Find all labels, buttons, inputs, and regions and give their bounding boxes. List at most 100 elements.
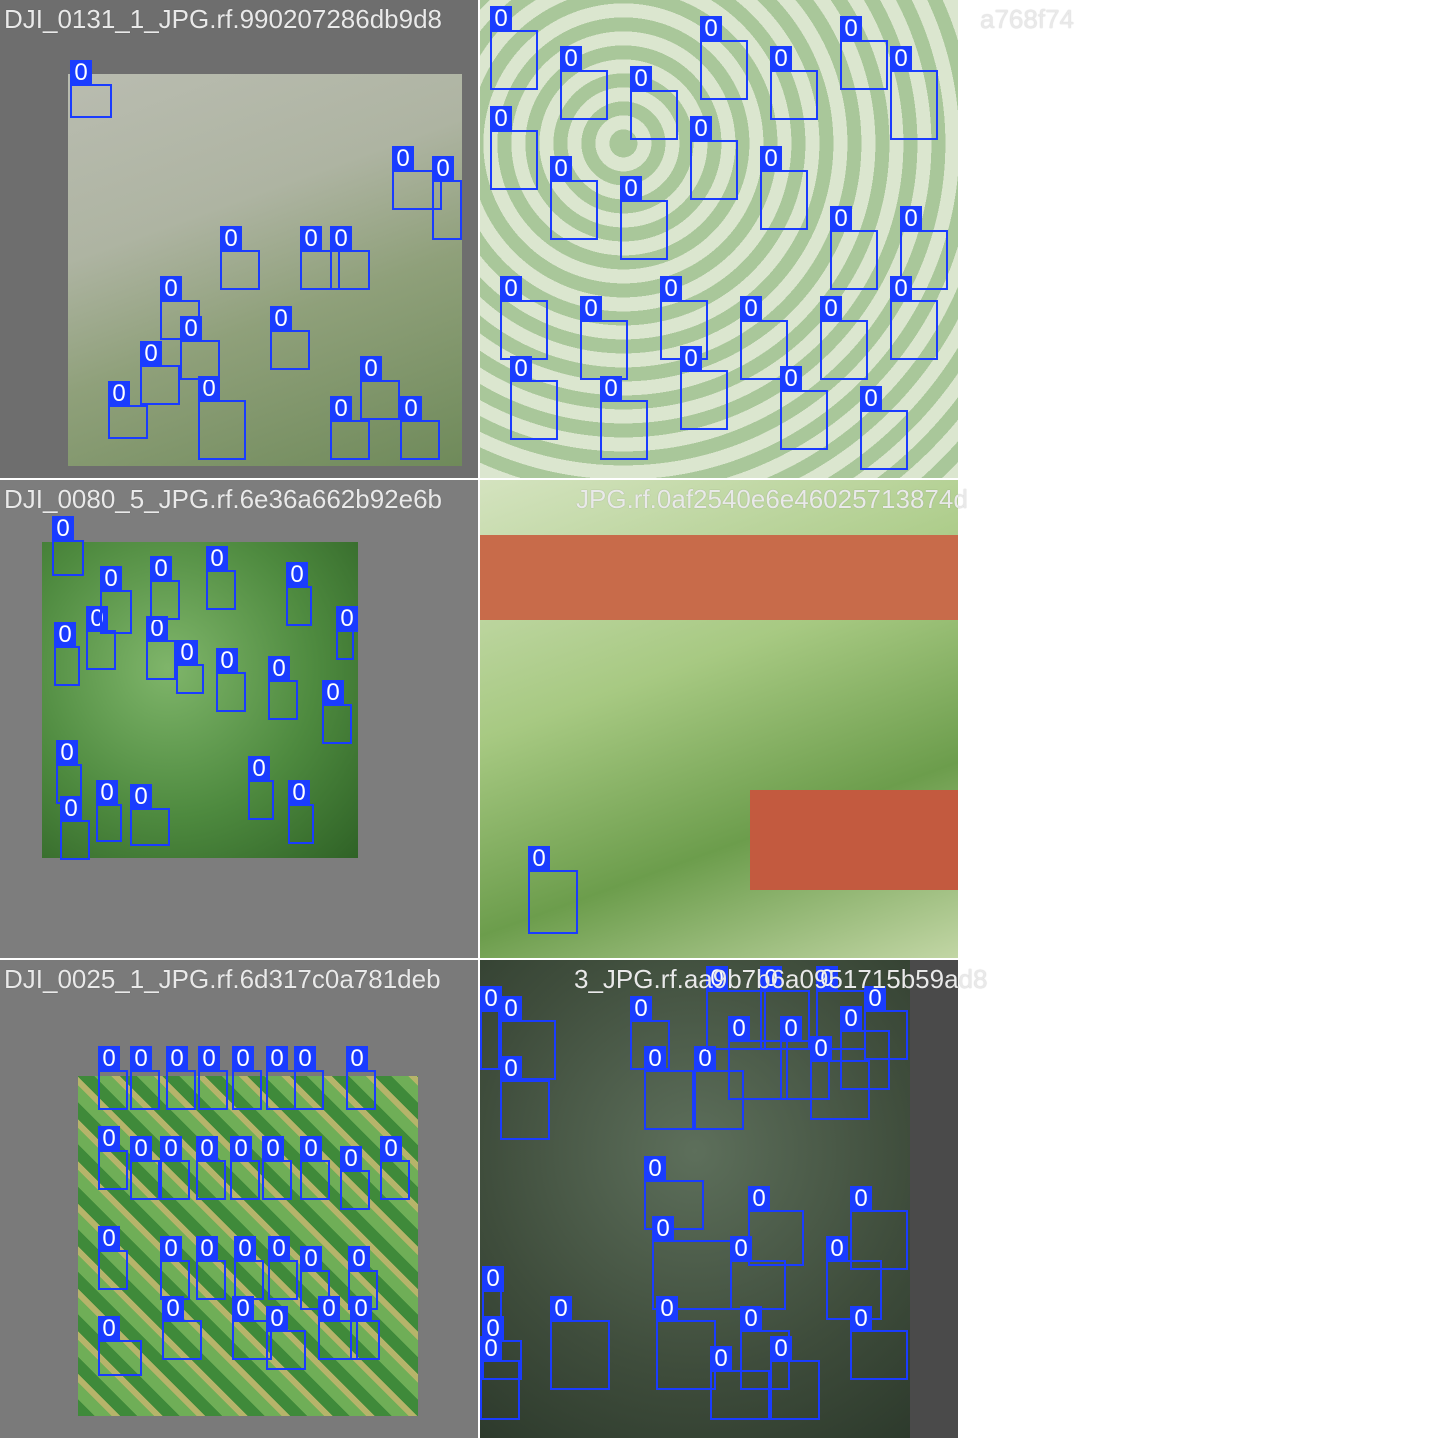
detection-box: 0 xyxy=(300,1136,330,1200)
detection-box: 0 xyxy=(98,1316,142,1376)
detection-box: 0 xyxy=(550,156,598,240)
detection-box: 0 xyxy=(690,116,738,200)
detection-box: 0 xyxy=(600,376,648,460)
detection-box: 0 xyxy=(490,106,538,190)
detection-box: 0 xyxy=(268,1236,298,1300)
detection-box: 0 xyxy=(480,1336,520,1420)
class-label: 0 xyxy=(130,1136,152,1162)
detection-box: 0 xyxy=(728,1016,788,1100)
detection-box: 0 xyxy=(130,1136,160,1200)
detection-box: 0 xyxy=(160,276,200,340)
class-label: 0 xyxy=(54,622,76,648)
class-label: 0 xyxy=(850,1186,872,1212)
image-caption: DJI_0025_1_JPG.rf.6d317c0a781deb xyxy=(4,964,441,994)
detection-box: 0 xyxy=(340,1146,370,1210)
class-label: 0 xyxy=(500,996,522,1022)
mosaic-tile: a768f74 0 0 0 0 0 0 0 0 0 0 0 0 0 0 0 0 0 0 0 0 0 0 0 0 0 xyxy=(480,0,1074,478)
detection-box: 0 xyxy=(510,356,558,440)
class-label: 0 xyxy=(52,516,74,542)
detection-box: 0 xyxy=(840,16,888,90)
detection-box: 0 xyxy=(890,46,938,140)
class-label: 0 xyxy=(580,296,602,322)
detection-box: 0 xyxy=(318,1296,358,1360)
detection-box: 0 xyxy=(220,226,260,290)
class-label: 0 xyxy=(300,1136,322,1162)
detection-box: 0 xyxy=(620,176,668,260)
detection-box: 0 xyxy=(900,206,948,290)
class-label: 0 xyxy=(232,1296,254,1322)
class-label: 0 xyxy=(336,606,358,632)
detection-box: 0 xyxy=(830,206,878,290)
class-label: 0 xyxy=(860,386,882,412)
detection-box: 0 xyxy=(380,1136,410,1200)
class-label: 0 xyxy=(300,1246,322,1272)
detection-box: 0 xyxy=(176,640,204,694)
detection-box: 0 xyxy=(98,1126,128,1190)
class-label: 0 xyxy=(248,756,270,782)
detection-box: 0 xyxy=(480,986,502,1070)
detection-box: 0 xyxy=(216,648,246,712)
class-label: 0 xyxy=(266,1306,288,1332)
class-label: 0 xyxy=(230,1136,252,1162)
class-label: 0 xyxy=(780,366,802,392)
class-label: 0 xyxy=(490,6,512,32)
class-label: 0 xyxy=(630,66,652,92)
class-label: 0 xyxy=(630,996,652,1022)
detection-box: 0 xyxy=(700,16,748,100)
class-label: 0 xyxy=(710,1346,732,1372)
image-caption: 3_JPG.rf.aa9b7b6a0951715b59ad8 xyxy=(574,964,988,994)
class-label: 0 xyxy=(166,1046,188,1072)
class-label: 0 xyxy=(160,1236,182,1262)
detection-box: 0 xyxy=(760,966,810,1050)
class-label: 0 xyxy=(330,226,352,252)
detection-box: 0 xyxy=(360,356,400,420)
class-label: 0 xyxy=(680,346,702,372)
class-label: 0 xyxy=(146,616,168,642)
detection-box: 0 xyxy=(98,1046,128,1110)
class-label: 0 xyxy=(96,780,118,806)
detection-box: 0 xyxy=(196,1136,226,1200)
class-label: 0 xyxy=(294,1046,316,1072)
class-label: 0 xyxy=(620,176,642,202)
class-label: 0 xyxy=(108,381,130,407)
class-label: 0 xyxy=(340,1146,362,1172)
detection-box: 0 xyxy=(780,366,828,450)
class-label: 0 xyxy=(266,1046,288,1072)
detection-box: 0 xyxy=(108,381,148,439)
detection-box: 0 xyxy=(162,1296,202,1360)
detection-box: 0 xyxy=(232,1296,272,1360)
detection-box: 0 xyxy=(500,1056,550,1140)
detection-box: 0 xyxy=(266,1046,296,1110)
class-label: 0 xyxy=(820,296,842,322)
class-label: 0 xyxy=(270,306,292,332)
class-label: 0 xyxy=(180,316,202,342)
detection-box: 0 xyxy=(820,296,868,380)
class-label: 0 xyxy=(262,1136,284,1162)
class-label: 0 xyxy=(840,1006,862,1032)
class-label: 0 xyxy=(510,356,532,382)
detection-box: 0 xyxy=(890,276,938,360)
class-label: 0 xyxy=(864,986,886,1012)
detection-box: 0 xyxy=(322,680,352,744)
class-label: 0 xyxy=(350,1296,372,1322)
class-label: 0 xyxy=(730,1236,752,1262)
class-label: 0 xyxy=(826,1236,848,1262)
detection-box: 0 xyxy=(98,1226,128,1290)
detection-box: 0 xyxy=(680,346,728,430)
class-label: 0 xyxy=(656,1296,678,1322)
class-label: 0 xyxy=(60,796,82,822)
detection-box: 0 xyxy=(760,146,808,230)
class-label: 0 xyxy=(130,784,152,810)
detection-box: 0 xyxy=(196,1236,226,1300)
detection-box: 0 xyxy=(130,784,170,846)
class-label: 0 xyxy=(98,1226,120,1252)
detection-box: 0 xyxy=(294,1046,324,1110)
class-label: 0 xyxy=(644,1156,666,1182)
detection-box: 0 xyxy=(160,1136,190,1200)
detection-box: 0 xyxy=(150,556,180,620)
